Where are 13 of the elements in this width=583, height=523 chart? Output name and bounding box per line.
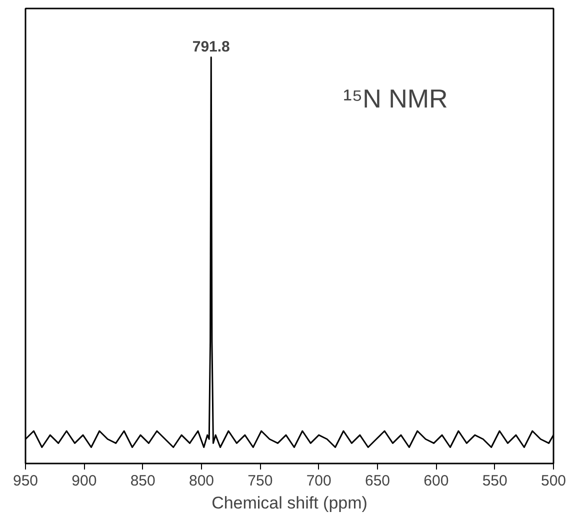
x-tick-label: 850 — [130, 472, 156, 490]
x-tick-label: 800 — [188, 472, 214, 490]
x-tick-label: 650 — [364, 472, 390, 490]
x-tick-label: 500 — [540, 472, 566, 490]
x-tick-label: 950 — [12, 472, 38, 490]
x-tick-label: 700 — [306, 472, 332, 490]
x-axis-title: Chemical shift (ppm) — [212, 494, 368, 512]
annotation: ¹⁵N NMR — [343, 84, 448, 114]
x-tick-label: 550 — [482, 472, 508, 490]
annotation: 791.8 — [192, 38, 230, 56]
x-tick-label: 600 — [424, 472, 449, 490]
x-tick-label: 900 — [72, 472, 97, 490]
x-tick-label: 750 — [248, 472, 273, 490]
